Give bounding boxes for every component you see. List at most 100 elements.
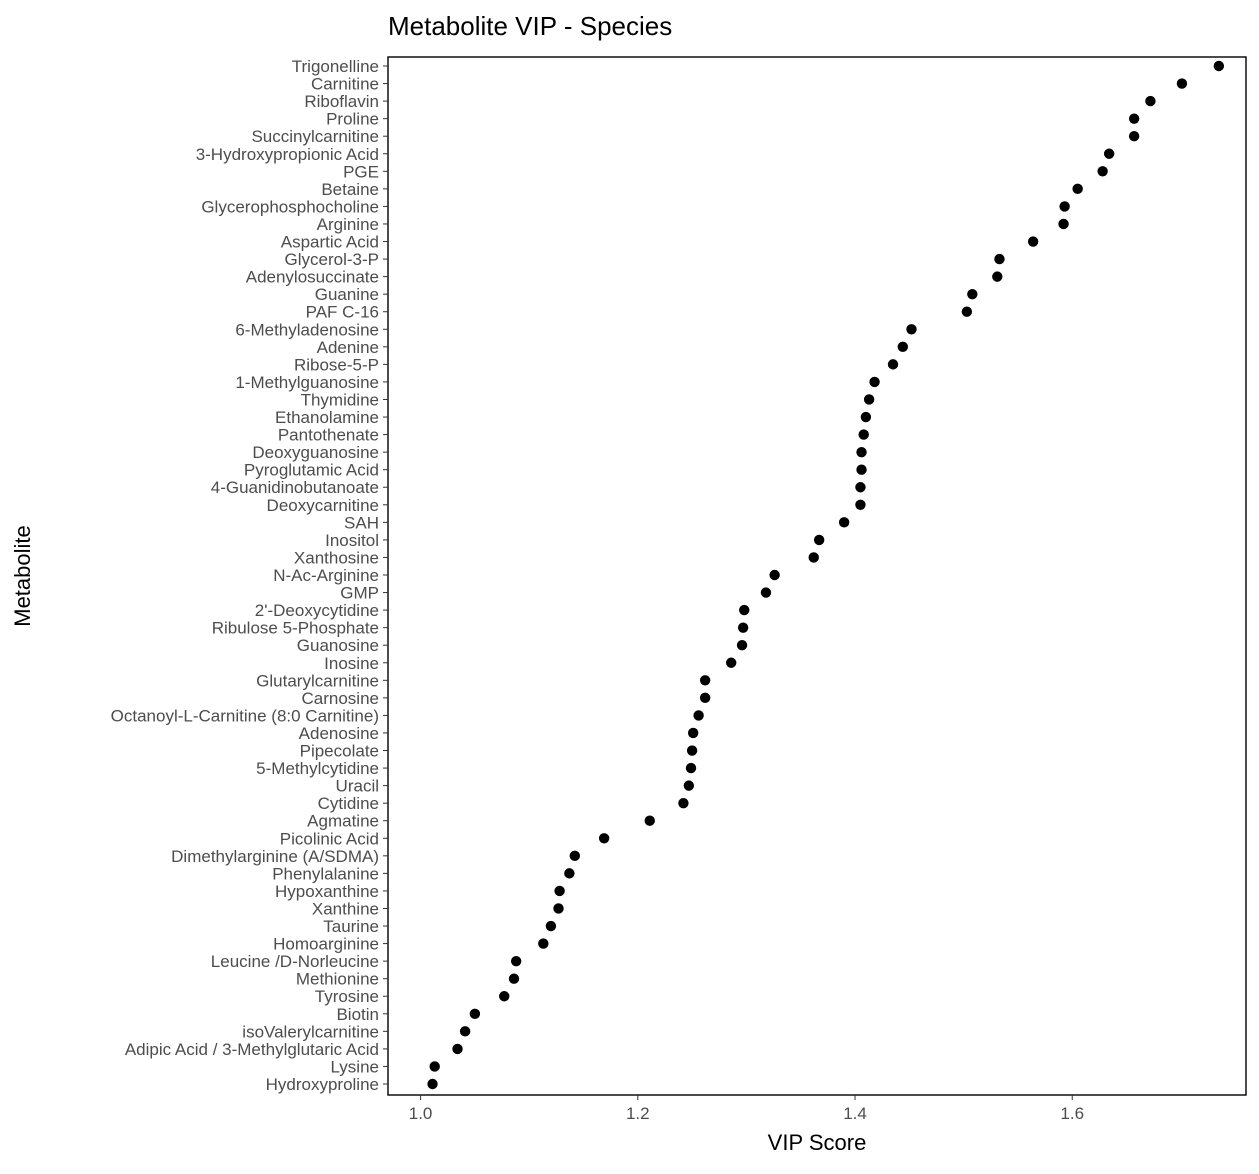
data-point — [508, 973, 520, 984]
y-tick-label: PGE — [343, 162, 379, 181]
y-tick-label: Tyrosine — [315, 987, 379, 1006]
data-point — [429, 1061, 440, 1072]
y-tick-label: Deoxyguanosine — [252, 443, 379, 462]
data-point — [699, 692, 711, 704]
data-point — [569, 850, 581, 862]
data-point — [554, 885, 565, 897]
y-tick-label: Proline — [326, 110, 379, 129]
data-point — [427, 1078, 438, 1090]
plot-panel-border — [387, 56, 1247, 1096]
data-point — [887, 359, 899, 370]
y-tick-label: 6-Methyladenosine — [235, 320, 379, 339]
y-tick-label: Ethanolamine — [275, 408, 379, 427]
y-tick-label: Uracil — [336, 777, 379, 796]
y-tick-label: Homoarginine — [273, 935, 379, 954]
y-axis: TrigonellineCarnitineRiboflavinProlineSu… — [111, 57, 388, 1094]
data-points — [427, 60, 1225, 1090]
y-tick-label: Octanoyl-L-Carnitine (8:0 Carnitine) — [111, 706, 379, 725]
y-tick-label: Hydroxyproline — [266, 1075, 379, 1094]
y-tick-label: Guanine — [315, 285, 379, 304]
x-tick-label: 1.6 — [1060, 1104, 1084, 1123]
data-point — [499, 991, 510, 1002]
y-tick-label: Xanthine — [312, 899, 379, 918]
data-point — [1058, 218, 1069, 230]
y-tick-label: Aspartic Acid — [281, 233, 379, 252]
data-point — [855, 482, 866, 493]
y-tick-label: Glycerol-3-P — [285, 250, 379, 269]
y-tick-label: 3-Hydroxypropionic Acid — [196, 145, 379, 164]
y-tick-label: Cytidine — [318, 794, 379, 813]
y-tick-label: SAH — [344, 513, 379, 532]
y-tick-label: PAF C-16 — [306, 303, 379, 322]
y-tick-label: Succinylcarnitine — [251, 127, 379, 146]
data-point — [863, 394, 875, 405]
data-point — [686, 745, 698, 756]
y-tick-label: Inositol — [325, 531, 379, 550]
data-point — [737, 622, 749, 633]
data-point — [678, 797, 689, 809]
y-tick-label: Adipic Acid / 3-Methylglutaric Acid — [125, 1040, 379, 1059]
y-tick-label: Riboflavin — [304, 92, 379, 111]
y-tick-label: Ribulose 5-Phosphate — [212, 619, 379, 638]
y-tick-label: 1-Methylguanosine — [235, 373, 379, 392]
data-point — [469, 1008, 481, 1019]
data-point — [1059, 201, 1070, 212]
y-tick-label: Arginine — [317, 215, 379, 234]
y-tick-label: isoValerylcarnitine — [242, 1022, 379, 1041]
data-point — [1027, 236, 1039, 247]
data-point — [693, 710, 704, 721]
data-point — [739, 604, 750, 616]
data-point — [838, 517, 850, 528]
data-point — [1213, 60, 1225, 72]
x-axis-title: VIP Score — [768, 1130, 867, 1155]
y-tick-label: Ribose-5-P — [294, 355, 379, 374]
data-point — [598, 833, 610, 844]
y-tick-label: Carnitine — [311, 75, 379, 94]
y-axis-title: Metabolite — [10, 525, 35, 627]
data-point — [644, 815, 655, 826]
y-tick-label: Picolinic Acid — [280, 829, 379, 848]
y-tick-label: 5-Methylcytidine — [256, 759, 379, 778]
data-point — [553, 903, 564, 914]
data-point — [1097, 166, 1108, 177]
chart-title: Metabolite VIP - Species — [388, 11, 672, 41]
data-point — [685, 762, 697, 774]
x-tick-label: 1.2 — [626, 1104, 650, 1123]
data-point — [855, 499, 866, 510]
data-point — [726, 657, 737, 668]
data-point — [452, 1043, 463, 1055]
y-tick-label: Pipecolate — [300, 742, 379, 761]
data-point — [992, 271, 1003, 282]
x-tick-label: 1.0 — [409, 1104, 433, 1123]
data-point — [1072, 183, 1083, 195]
data-point — [699, 675, 711, 686]
y-tick-label: Glutarylcarnitine — [256, 671, 379, 690]
y-tick-label: Pyroglutamic Acid — [244, 461, 379, 480]
data-point — [967, 288, 978, 300]
y-tick-label: Betaine — [321, 180, 379, 199]
data-point — [459, 1026, 471, 1037]
data-point — [906, 324, 917, 335]
data-point — [736, 640, 748, 651]
x-tick-label: 1.4 — [843, 1104, 867, 1123]
data-point — [1128, 113, 1140, 124]
y-tick-label: Thymidine — [301, 390, 379, 409]
y-tick-label: 2'-Deoxycytidine — [255, 601, 379, 620]
y-tick-label: Carnosine — [302, 689, 380, 708]
data-point — [961, 306, 973, 317]
data-point — [860, 411, 872, 423]
data-point — [564, 868, 575, 879]
data-point — [994, 253, 1005, 265]
y-tick-label: Methionine — [296, 970, 379, 989]
data-point — [1145, 95, 1156, 107]
y-tick-label: Adenylosuccinate — [246, 268, 379, 287]
data-point — [1128, 131, 1140, 142]
y-tick-label: Biotin — [336, 1005, 379, 1024]
y-tick-label: Agmatine — [307, 812, 379, 831]
data-point — [687, 727, 699, 739]
data-point — [856, 446, 867, 458]
data-point — [858, 429, 869, 440]
y-tick-label: Deoxycarnitine — [267, 496, 379, 515]
y-tick-label: Leucine /D-Norleucine — [211, 952, 379, 971]
